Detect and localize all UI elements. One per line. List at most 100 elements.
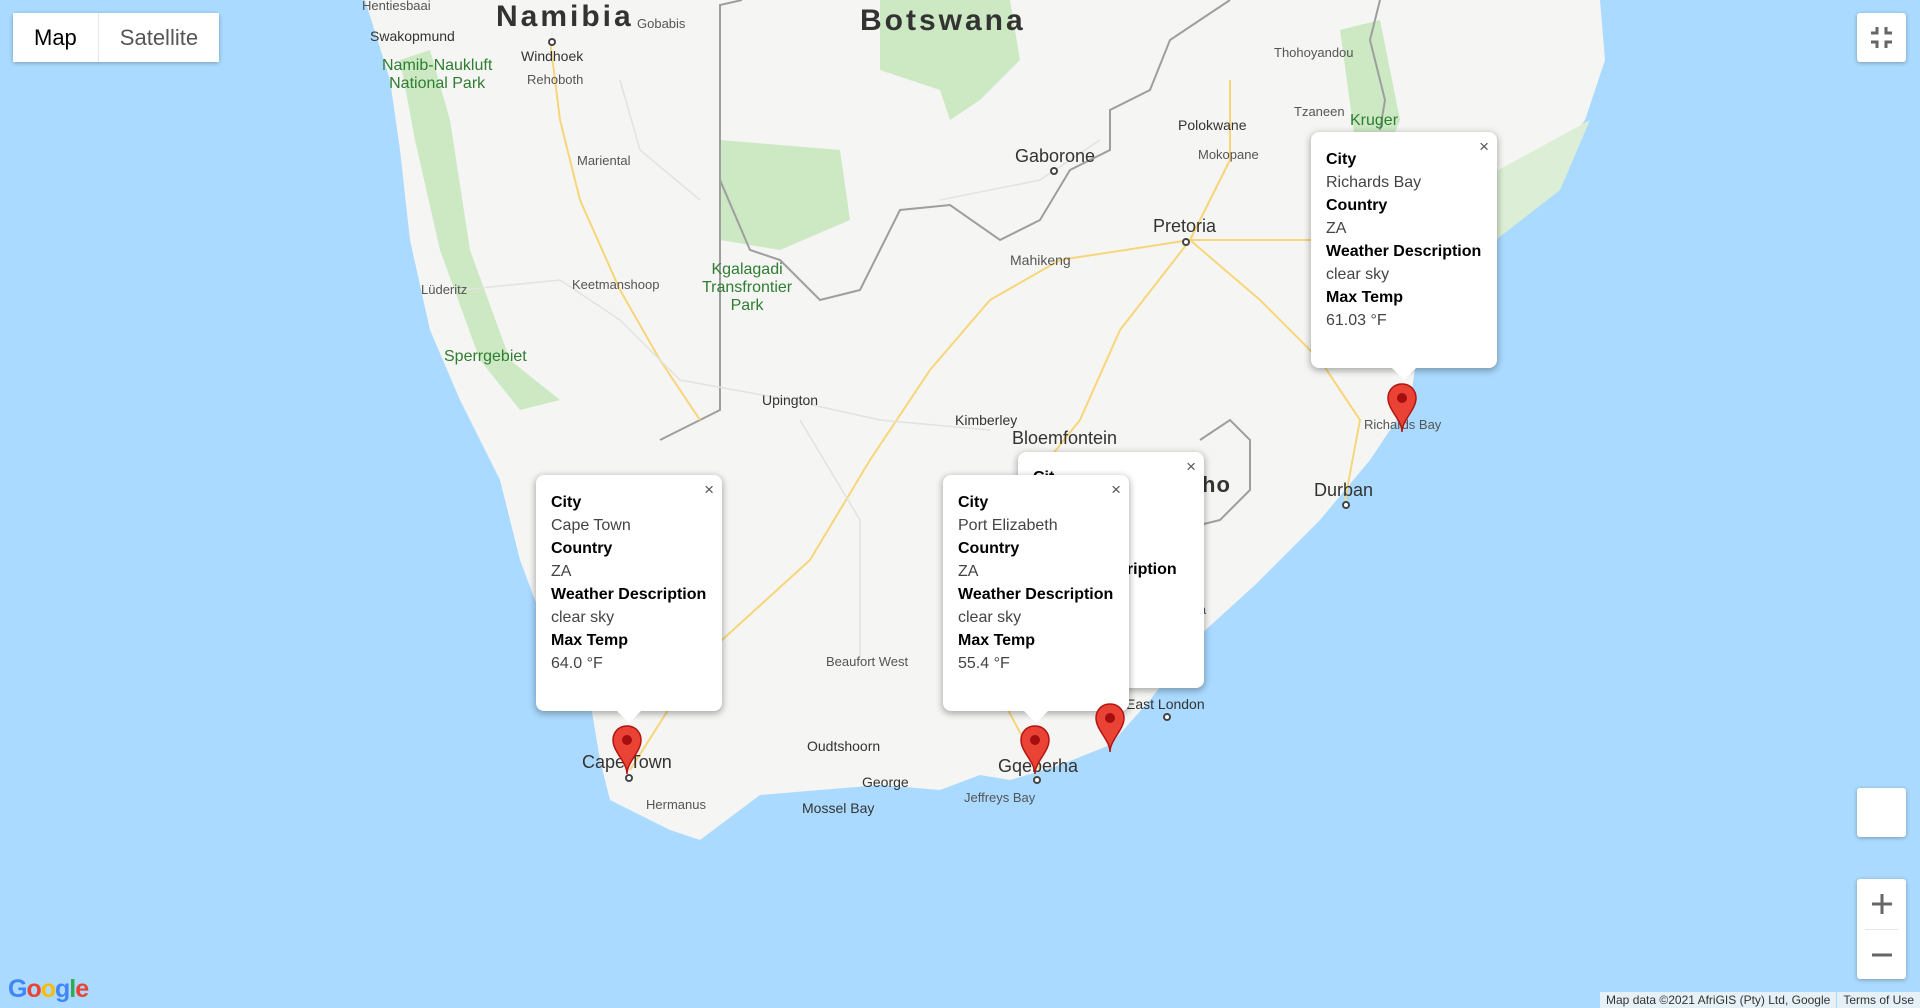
place-label: Jeffreys Bay — [964, 790, 1036, 805]
info-temp-value: 55.4 °F — [958, 655, 1010, 672]
map-pin-icon[interactable] — [611, 724, 643, 776]
place-label: Mariental — [577, 153, 631, 168]
lesotho-border — [1179, 418, 1251, 531]
place-label: Hentiesbaai — [362, 0, 431, 13]
info-country-value: ZA — [1326, 220, 1347, 237]
east-coast-green — [1470, 120, 1590, 260]
city-dot — [548, 38, 556, 46]
park-label-kgalagadi: Kgalagadi Transfrontier Park — [702, 261, 793, 314]
info-desc-value: clear sky — [958, 609, 1022, 626]
place-label: Upington — [762, 392, 819, 408]
place-label: Polokwane — [1178, 117, 1247, 133]
map-pin-icon[interactable] — [1019, 724, 1051, 776]
plus-icon — [1871, 894, 1892, 914]
country-label-partial: ho — [1202, 472, 1231, 497]
place-label: Thohoyandou — [1274, 45, 1354, 60]
city-dot — [625, 774, 633, 782]
place-label: Beaufort West — [826, 654, 909, 669]
place-label: Swakopmund — [370, 28, 455, 44]
info-temp-label: Max Temp — [958, 632, 1036, 649]
map-type-control: Map Satellite — [13, 13, 220, 62]
coastal-green-area — [400, 50, 560, 410]
info-desc-value: clear sky — [1326, 266, 1390, 283]
info-country-label: Country — [1326, 197, 1388, 214]
info-temp-value: 61.03 °F — [1326, 312, 1387, 329]
minus-icon — [1871, 953, 1892, 957]
city-dot — [1182, 238, 1190, 246]
info-window-cape-town[interactable]: × City Cape Town Country ZA Weather Desc… — [536, 475, 722, 711]
place-label: Gqeberha — [998, 756, 1079, 776]
info-city-label: City — [551, 494, 582, 511]
google-logo: Google — [8, 975, 89, 1003]
place-label: East London — [1126, 696, 1205, 712]
map-attribution: Map data ©2021 AfriGIS (Pty) Ltd, Google… — [1600, 992, 1920, 1008]
place-label: Lüderitz — [421, 282, 468, 297]
place-label: Rehoboth — [527, 72, 584, 87]
country-label-botswana: Botswana — [860, 4, 1026, 37]
info-country-label: Country — [958, 540, 1020, 557]
info-city-value: Cape Town — [551, 517, 631, 534]
info-desc-value: clear sky — [551, 609, 615, 626]
place-label: Bloemfontein — [1012, 428, 1118, 448]
info-desc-label: Weather Description — [1326, 243, 1482, 260]
place-label: Kruger — [1350, 112, 1399, 129]
city-dot — [1033, 776, 1041, 784]
country-label-namibia: Namibia — [496, 0, 634, 33]
city-dot — [1050, 167, 1058, 175]
map-type-satellite-button[interactable]: Satellite — [97, 13, 220, 62]
place-label: Kimberley — [955, 412, 1018, 428]
park-green-area — [720, 140, 850, 250]
fullscreen-button[interactable] — [1857, 13, 1906, 62]
place-label: Pretoria — [1153, 216, 1217, 236]
park-label-sperrgebiet: Sperrgebiet — [444, 348, 527, 365]
info-window-richards-bay[interactable]: × City Richards Bay Country ZA Weather D… — [1311, 132, 1497, 368]
info-temp-label: Max Temp — [1326, 289, 1404, 306]
zoom-in-button[interactable] — [1857, 879, 1906, 929]
close-icon[interactable]: × — [1479, 137, 1489, 156]
border-line — [719, 0, 1231, 302]
place-label: Oudtshoorn — [807, 738, 881, 754]
minor-roads — [459, 79, 1101, 660]
place-label: Durban — [1314, 480, 1374, 500]
info-country-label: Country — [551, 540, 613, 557]
map-data-attribution: Map data ©2021 AfriGIS (Pty) Ltd, Google — [1600, 992, 1837, 1008]
fullscreen-exit-icon — [1871, 27, 1892, 48]
place-label: Keetmanshoop — [572, 277, 660, 292]
zoom-out-button[interactable] — [1857, 930, 1906, 980]
street-view-control[interactable] — [1857, 788, 1906, 837]
map-pin-icon[interactable] — [1386, 382, 1418, 434]
info-country-value: ZA — [958, 563, 979, 580]
place-label: Hermanus — [646, 797, 706, 812]
zoom-control — [1857, 879, 1906, 979]
place-label: Mossel Bay — [802, 800, 875, 816]
zoom-divider — [1865, 929, 1898, 930]
info-desc-label: Weather Description — [958, 586, 1114, 603]
info-city-value: Port Elizabeth — [958, 517, 1058, 534]
city-dot — [1163, 713, 1171, 721]
park-label-namib: Namib-Naukluft National Park — [382, 57, 493, 92]
close-icon[interactable]: × — [704, 480, 714, 499]
info-desc-label: Weather Description — [551, 586, 707, 603]
place-label: Gaborone — [1015, 146, 1096, 166]
place-label: Mokopane — [1198, 147, 1259, 162]
map-type-map-button[interactable]: Map — [13, 13, 98, 62]
info-city-label: City — [958, 494, 989, 511]
place-label: Mahikeng — [1010, 252, 1071, 268]
close-icon[interactable]: × — [1111, 480, 1121, 499]
info-city-value: Richards Bay — [1326, 174, 1422, 191]
info-temp-label: Max Temp — [551, 632, 629, 649]
terms-of-use-link[interactable]: Terms of Use — [1837, 992, 1920, 1008]
info-temp-value: 64.0 °F — [551, 655, 603, 672]
info-city-label: City — [1326, 151, 1357, 168]
place-label: Windhoek — [521, 48, 584, 64]
info-country-value: ZA — [551, 563, 572, 580]
info-desc-label-partial: cription — [1118, 561, 1177, 578]
place-label: George — [862, 774, 909, 790]
place-label: Tzaneen — [1294, 104, 1345, 119]
park-green-area — [880, 0, 1020, 120]
city-dot — [1342, 501, 1350, 509]
map-pin-icon[interactable] — [1094, 702, 1126, 754]
info-window-port-elizabeth[interactable]: × City Port Elizabeth Country ZA Weather… — [943, 475, 1129, 711]
close-icon[interactable]: × — [1186, 457, 1196, 476]
border-line — [1368, 0, 1387, 131]
